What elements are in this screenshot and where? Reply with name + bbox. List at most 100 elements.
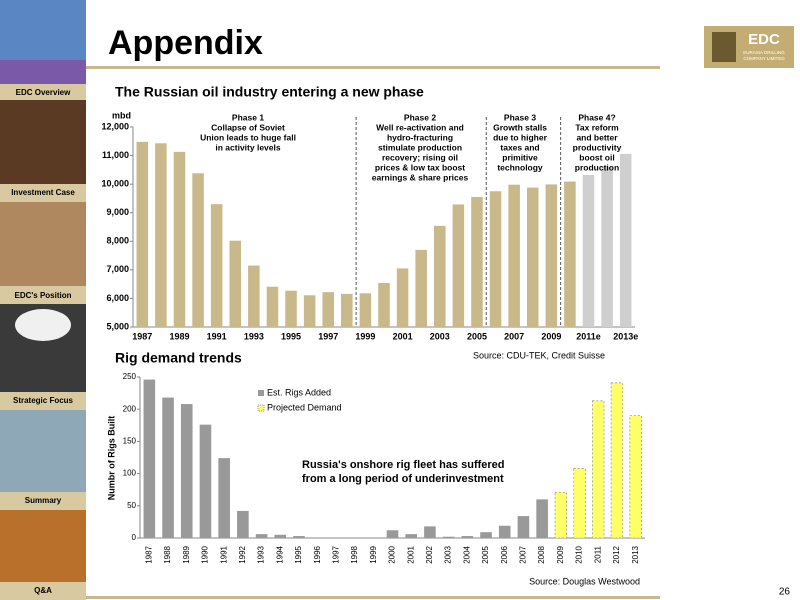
bar bbox=[434, 225, 446, 327]
photo-rig bbox=[0, 410, 86, 492]
legend-label: Projected Demand bbox=[267, 402, 342, 412]
y-tick-label: 11,000 bbox=[102, 150, 129, 160]
phase-note: and better bbox=[576, 132, 618, 142]
x-tick-label: 1989 bbox=[182, 545, 191, 563]
x-tick-label: 1999 bbox=[355, 331, 375, 341]
phase-note: primitive bbox=[502, 152, 538, 162]
phase-note: earnings & share prices bbox=[372, 172, 469, 182]
bar bbox=[274, 534, 287, 538]
bar bbox=[452, 204, 465, 327]
bar bbox=[517, 516, 530, 538]
y-tick-label: 0 bbox=[132, 533, 137, 542]
x-tick-label: 1992 bbox=[238, 545, 247, 563]
helmet bbox=[15, 309, 71, 341]
x-tick-label: 2012 bbox=[612, 545, 621, 563]
page-number: 26 bbox=[779, 587, 791, 598]
bar bbox=[218, 458, 230, 538]
x-tick-label: 2013 bbox=[631, 545, 640, 563]
x-tick-label: 1991 bbox=[219, 545, 228, 563]
x-tick-label: 2005 bbox=[481, 545, 490, 563]
x-tick-label: 2003 bbox=[444, 545, 453, 563]
bar bbox=[266, 286, 279, 327]
phase-note: recovery; rising oil bbox=[382, 152, 458, 162]
bar bbox=[293, 536, 305, 538]
phase-note: stimulate production bbox=[378, 142, 462, 152]
x-tick-label: 1995 bbox=[294, 545, 303, 563]
y-tick-label: 7,000 bbox=[106, 264, 129, 274]
x-tick-label: 2002 bbox=[425, 545, 434, 563]
chart-title: The Russian oil industry entering a new … bbox=[115, 84, 424, 100]
y-tick-label: 12,000 bbox=[101, 121, 129, 131]
bar bbox=[610, 382, 624, 539]
x-tick-label: 2009 bbox=[541, 331, 561, 341]
phase-note: in activity levels bbox=[215, 142, 280, 152]
bar bbox=[442, 536, 455, 538]
bar bbox=[554, 491, 568, 539]
phase-note: hydro-fracturing bbox=[387, 132, 453, 142]
bar bbox=[526, 187, 539, 327]
bar bbox=[285, 290, 297, 327]
x-tick-label: 1993 bbox=[244, 331, 264, 341]
phase-note: production bbox=[575, 162, 619, 172]
y-tick-label: 50 bbox=[127, 501, 136, 510]
phase-note: productivity bbox=[573, 142, 622, 152]
bar bbox=[424, 526, 436, 538]
bar bbox=[564, 181, 576, 327]
y-axis-label: mbd bbox=[112, 110, 131, 120]
logo-text: EDC bbox=[748, 31, 780, 48]
x-tick-label: 2004 bbox=[462, 545, 471, 563]
bar bbox=[143, 379, 156, 538]
bar bbox=[508, 184, 520, 327]
phase-note: taxes and bbox=[500, 142, 539, 152]
bar bbox=[192, 173, 204, 327]
phase-note: due to higher bbox=[493, 132, 548, 142]
legend-label: Est. Rigs Added bbox=[267, 387, 331, 397]
bar bbox=[180, 404, 193, 538]
y-tick-label: 9,000 bbox=[106, 207, 129, 217]
bar bbox=[582, 175, 595, 327]
y-tick-label: 10,000 bbox=[101, 179, 129, 189]
phase-note: boost oil bbox=[579, 152, 614, 162]
bar bbox=[471, 197, 483, 327]
x-tick-label: 1999 bbox=[369, 545, 378, 563]
x-tick-label: 1995 bbox=[281, 331, 301, 341]
x-tick-label: 1997 bbox=[331, 545, 340, 563]
y-tick-label: 150 bbox=[123, 437, 137, 446]
y-tick-label: 8,000 bbox=[106, 236, 129, 246]
y-tick-label: 100 bbox=[123, 469, 137, 478]
bar bbox=[199, 424, 212, 538]
x-tick-label: 1996 bbox=[313, 545, 322, 563]
nav-item: Q&A bbox=[34, 586, 52, 595]
x-tick-label: 1987 bbox=[132, 331, 152, 341]
phase-note: prices & low tax boost bbox=[375, 162, 465, 172]
phase-note: technology bbox=[497, 162, 543, 172]
bar bbox=[359, 293, 372, 327]
chart-title: Rig demand trends bbox=[115, 350, 242, 366]
phase-note: Tax reform bbox=[575, 122, 619, 132]
x-tick-label: 1997 bbox=[318, 331, 338, 341]
phase-note: Union leads to huge fall bbox=[200, 132, 296, 142]
photo-pipe bbox=[0, 100, 86, 184]
title-rule bbox=[86, 66, 660, 69]
bar bbox=[405, 534, 418, 538]
phase-note: Phase 2 bbox=[404, 112, 436, 122]
bar bbox=[229, 240, 242, 327]
bar bbox=[255, 534, 268, 538]
bar bbox=[498, 525, 511, 538]
x-tick-label: 1989 bbox=[169, 331, 189, 341]
y-tick-label: 6,000 bbox=[106, 293, 129, 303]
nav-item: EDC Overview bbox=[16, 88, 71, 97]
bar bbox=[601, 167, 613, 327]
phase-note: Phase 3 bbox=[504, 112, 536, 122]
x-tick-label: 2006 bbox=[500, 545, 509, 563]
y-tick-label: 250 bbox=[123, 372, 137, 381]
x-tick-label: 2001 bbox=[393, 331, 413, 341]
bar bbox=[237, 510, 249, 538]
photo-field bbox=[0, 60, 86, 84]
x-tick-label: 2000 bbox=[388, 545, 397, 563]
x-tick-label: 2010 bbox=[575, 545, 584, 563]
bar bbox=[396, 268, 409, 327]
x-tick-label: 1993 bbox=[257, 545, 266, 563]
x-tick-label: 2003 bbox=[430, 331, 450, 341]
